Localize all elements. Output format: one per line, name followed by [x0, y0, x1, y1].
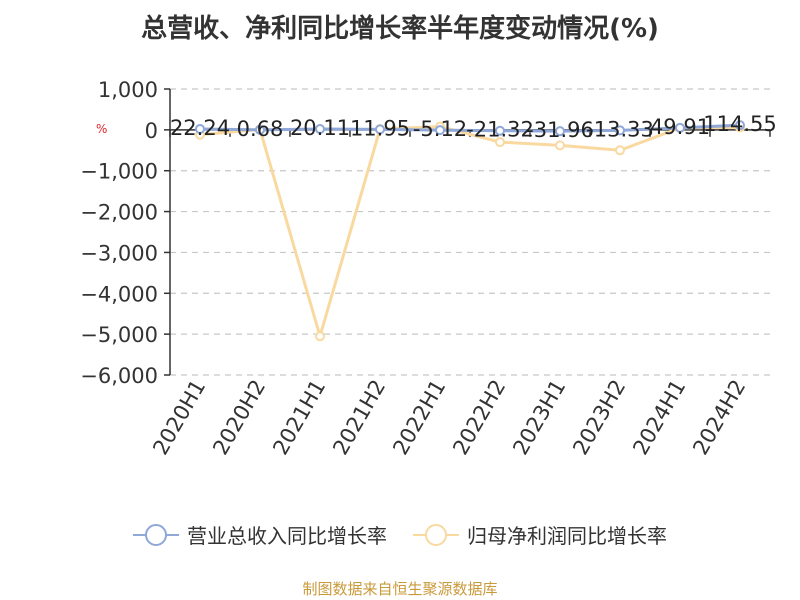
data-point: [555, 126, 565, 137]
y-tick-label: −4,000: [80, 282, 158, 306]
data-point: [255, 124, 265, 135]
data-point: [675, 122, 685, 133]
y-tick-label: −2,000: [80, 201, 158, 225]
legend-item-profit[interactable]: 归母净利润同比增长率: [413, 520, 667, 549]
series-line-0: [199, 123, 741, 133]
y-tick-label: 1,000: [98, 78, 158, 102]
y-tick-label: −1,000: [80, 160, 158, 184]
x-tick-label: 2021H1: [268, 376, 330, 460]
x-tick-label: 2022H2: [448, 376, 510, 460]
x-tick-label: 2023H2: [568, 376, 630, 460]
data-point: [495, 125, 505, 136]
data-label: -13.33: [586, 117, 654, 141]
x-tick-label: 2023H1: [508, 376, 570, 460]
y-tick-label: −3,000: [80, 241, 158, 265]
y-tick-label: 0: [145, 119, 158, 143]
data-label: 49.91: [650, 115, 710, 139]
data-point: [615, 125, 625, 136]
series-layer: [195, 120, 745, 342]
data-label: 11.95: [350, 116, 410, 140]
data-label: 20.11: [290, 116, 350, 140]
y-axis: 1,000 0 −1,000 −2,000 −3,000 −4,000 −5,000 −6,0…: [80, 78, 171, 388]
series-line-1: [199, 125, 741, 338]
legend-item-revenue[interactable]: 营业总收入同比增长率: [133, 520, 387, 549]
chart-title: 总营收、净利同比增长率半年度变动情况(%): [141, 14, 659, 44]
legend-swatch-profit-icon: [413, 523, 459, 547]
data-label: -31.96: [526, 118, 594, 142]
data-point: [315, 331, 325, 342]
grid-lines: [170, 88, 770, 376]
data-source-note: 制图数据来自恒生聚源数据库: [302, 580, 498, 598]
x-tick-label: 2024H2: [688, 376, 750, 460]
legend: 营业总收入同比增长率 归母净利润同比增长率: [0, 520, 800, 549]
x-tick-label: 2020H1: [148, 376, 210, 460]
data-labels: 22.24 0.68 20.11 11.95 -5.12-21.32-31.96-13.…: [170, 112, 777, 142]
data-point: [495, 137, 505, 148]
data-point: [435, 125, 445, 136]
data-label: 114.55: [703, 112, 776, 136]
x-tick-label: 2021H2: [328, 376, 390, 460]
data-label: 0.68: [237, 117, 284, 141]
y-tick-label: −5,000: [80, 323, 158, 347]
data-label: -21.32: [466, 118, 534, 142]
data-point: [375, 124, 385, 135]
legend-label-revenue: 营业总收入同比增长率: [187, 524, 387, 548]
legend-label-profit: 归母净利润同比增长率: [467, 524, 667, 548]
x-tick-label: 2022H1: [388, 376, 450, 460]
data-point: [195, 123, 205, 134]
data-label: -5.12: [413, 117, 467, 141]
x-tick-label: 2024H1: [628, 376, 690, 460]
data-point: [615, 145, 625, 156]
data-point: [735, 120, 745, 131]
legend-swatch-revenue-icon: [133, 523, 179, 547]
x-axis: 2020H12020H22021H12021H22022H12022H22023…: [148, 129, 771, 460]
y-axis-unit: %: [96, 122, 108, 136]
y-tick-label: −6,000: [80, 364, 158, 388]
data-label: 22.24: [170, 116, 230, 140]
data-point: [315, 124, 325, 135]
data-point: [555, 140, 565, 151]
x-tick-label: 2020H2: [208, 376, 270, 460]
